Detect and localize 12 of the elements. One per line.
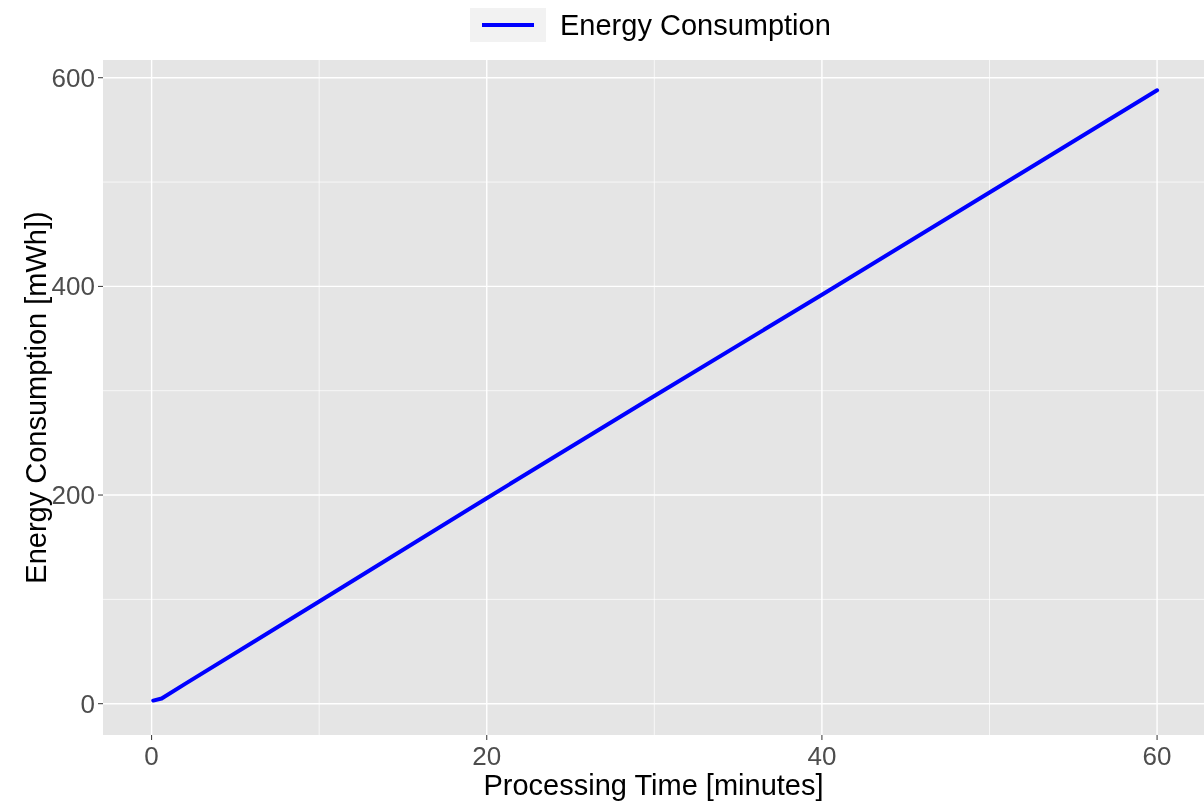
x-tick-label: 60 [1142,741,1172,771]
y-tick-label: 200 [51,480,95,511]
line-series [151,88,1160,703]
y-tick-label: 600 [51,62,95,93]
y-axis-title: Energy Consumption [mWh]) [20,211,52,584]
x-tick-label: 0 [144,741,159,771]
y-tick-label: 400 [51,271,95,302]
x-axis-title: Processing Time [minutes] [483,769,824,801]
x-tick-label: 20 [472,741,502,771]
legend-label: Energy Consumption [560,9,831,41]
x-tick-label: 40 [807,741,837,771]
y-tick-label: 0 [80,688,95,719]
